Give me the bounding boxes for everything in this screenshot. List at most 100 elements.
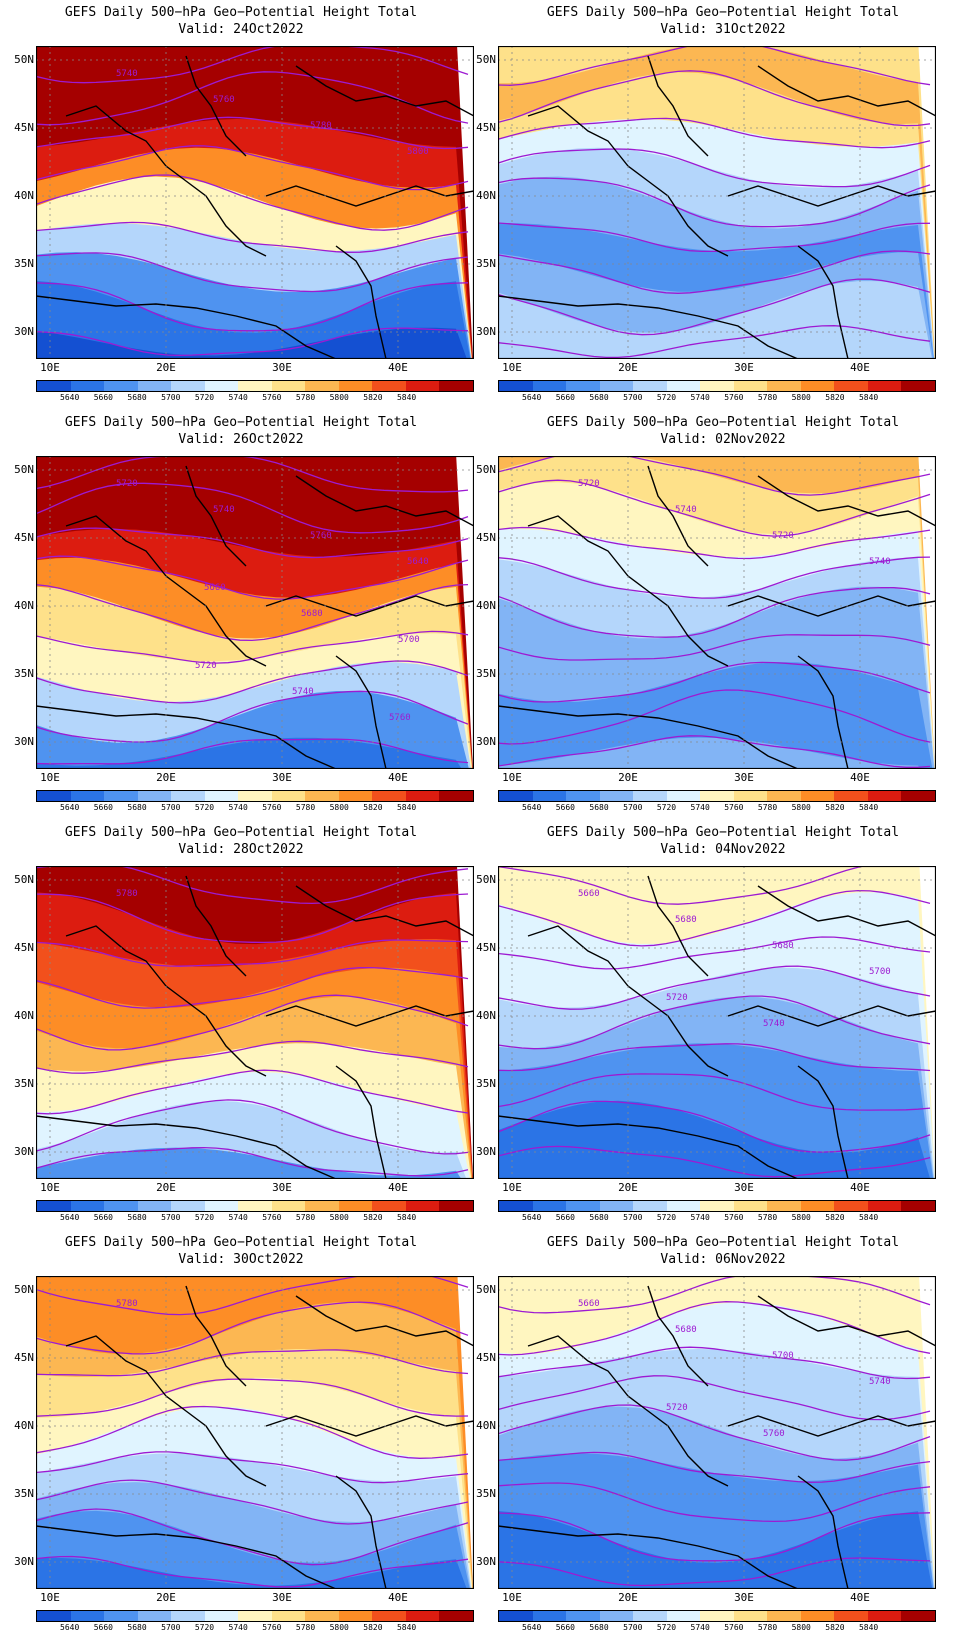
lon-label: 10E [40, 1591, 60, 1604]
colorbar-label: 5760 [724, 1623, 744, 1632]
panel-valid-line: Valid: 24Oct2022 [0, 21, 482, 38]
lat-label: 35N [476, 1487, 496, 1500]
colorbar-swatch [901, 381, 935, 391]
colorbar-label: 5720 [194, 1623, 215, 1632]
contour-label: 5760 [213, 95, 235, 105]
colorbar-label: 5740 [228, 393, 248, 402]
valid-date: 31Oct2022 [715, 22, 786, 37]
lon-label: 40E [850, 1181, 870, 1194]
lon-label: 20E [618, 771, 638, 784]
geopotential-map [498, 46, 936, 359]
lon-label: 20E [156, 361, 176, 374]
map-svg: 5780 [36, 1276, 474, 1589]
contour-label: 5640 [407, 557, 429, 567]
colorbar-swatch [137, 1201, 172, 1211]
contour-label: 5680 [675, 1325, 697, 1335]
contour-line [36, 1555, 469, 1588]
colorbar-swatch [70, 1611, 105, 1621]
colorbar-swatch [204, 791, 239, 801]
colorbar-label: 5740 [228, 803, 248, 812]
colorbar-label: 5720 [656, 1213, 677, 1222]
geopotential-map: 5780 [36, 866, 474, 1179]
contour-line [498, 735, 931, 768]
colorbar-label: 5780 [295, 803, 316, 812]
contour-line [36, 46, 469, 84]
colorbar-swatch [372, 381, 406, 391]
lat-label: 45N [14, 941, 34, 954]
lat-label: 50N [14, 53, 34, 66]
lat-label: 40N [476, 1419, 496, 1432]
colorbar-swatch [867, 381, 902, 391]
contour-line [36, 1508, 469, 1566]
colorbar-swatch [305, 1611, 339, 1621]
contour-label: 5740 [116, 69, 138, 79]
colorbar-label: 5740 [690, 393, 710, 402]
colorbar-swatch [566, 1201, 600, 1211]
lat-label: 50N [14, 873, 34, 886]
map-frame [36, 1276, 474, 1589]
panel-title: GEFS Daily 500−hPa Geo−Potential Height … [546, 825, 900, 840]
colorbar-swatch [700, 1201, 734, 1211]
colorbar-swatch [137, 791, 172, 801]
colorbar-swatch [532, 791, 567, 801]
lat-label: 50N [476, 1283, 496, 1296]
coastline [36, 705, 337, 769]
contour-line [36, 1069, 469, 1115]
colorbar-swatch [901, 1611, 935, 1621]
contour-line [498, 995, 931, 1050]
colorbar-label: 5700 [161, 1213, 181, 1222]
contour-line [36, 1405, 469, 1459]
colorbar-swatch [733, 1201, 768, 1211]
contour-line [498, 117, 931, 149]
lat-label: 45N [14, 121, 34, 134]
colorbar-swatch [532, 1201, 567, 1211]
panel-title: GEFS Daily 500−hPa Geo−Potential Height … [546, 1235, 900, 1250]
colorbar-label: 5660 [93, 1213, 113, 1222]
colorbar-swatch [700, 1611, 734, 1621]
colorbar-swatch [104, 381, 138, 391]
lat-label: 40N [14, 1419, 34, 1432]
contour-line [36, 1146, 469, 1177]
coastline [757, 475, 936, 527]
panel-title: GEFS Daily 500−hPa Geo−Potential Height … [64, 1235, 418, 1250]
contour-line [498, 689, 931, 745]
contour-label: 5660 [578, 889, 600, 899]
valid-prefix: Valid: [178, 1252, 226, 1267]
colorbar-label: 5740 [228, 1623, 248, 1632]
contour-line [36, 555, 469, 600]
lat-label: 45N [14, 1351, 34, 1364]
lon-label: 30E [272, 771, 292, 784]
colorbar-label: 5740 [690, 803, 710, 812]
colorbar-label: 5660 [93, 803, 113, 812]
geopotential-map: 5780 [36, 1276, 474, 1589]
contour-line [498, 1512, 931, 1562]
colorbar-label: 5640 [522, 1623, 542, 1632]
coastline [527, 105, 729, 257]
colorbar-label: 5840 [858, 1213, 879, 1222]
colorbar-swatch [238, 1201, 272, 1211]
colorbar-label: 5800 [791, 803, 811, 812]
colorbar-swatch [37, 791, 71, 801]
contour-line [498, 1346, 931, 1380]
geopotential-map: 5660 5680 5680 5700 5720 5740 [498, 866, 936, 1179]
contour-label: 5760 [763, 1429, 785, 1439]
colorbar-label: 5700 [623, 1623, 643, 1632]
contour-line [36, 1378, 469, 1417]
contour-label: 5800 [407, 147, 429, 157]
colorbar-swatch [599, 1611, 634, 1621]
map-frame [36, 46, 474, 359]
map-panel: GEFS Daily 500−hPa Geo−Potential Height … [0, 0, 482, 410]
colorbar-label: 5720 [194, 1213, 215, 1222]
contour-line [498, 325, 931, 359]
coastline [527, 925, 729, 1077]
colorbar-label: 5760 [724, 393, 744, 402]
contour-label: 5660 [578, 1299, 600, 1309]
colorbar-swatch [834, 1611, 868, 1621]
colorbar-label: 5800 [329, 803, 349, 812]
coastline [295, 885, 474, 937]
contour-line [498, 1073, 931, 1111]
colorbar-label: 5820 [825, 1623, 845, 1632]
colorbar-label: 5680 [589, 803, 609, 812]
contour-line [498, 250, 931, 294]
lat-label: 40N [476, 1009, 496, 1022]
